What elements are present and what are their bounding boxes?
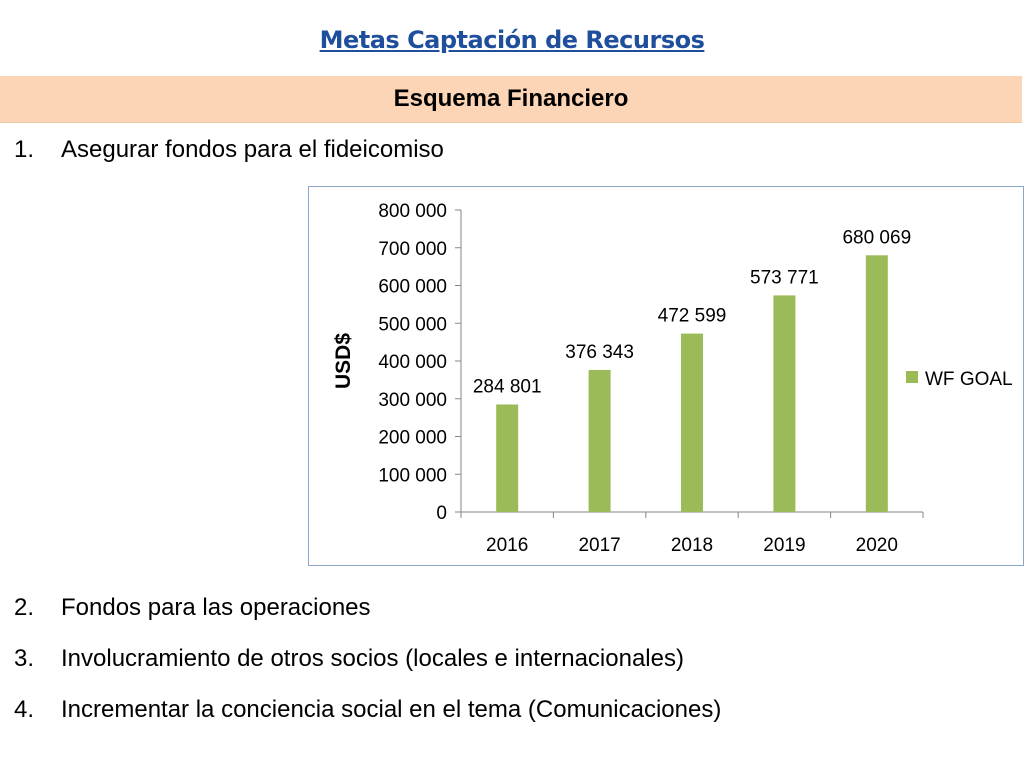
list-item-3: 3. Involucramiento de otros socios (local… bbox=[14, 645, 684, 673]
x-tick-label: 2018 bbox=[671, 535, 713, 556]
list-number: 2. bbox=[14, 594, 35, 621]
page-title: Metas Captación de Recursos bbox=[319, 26, 705, 54]
y-tick-label: 0 bbox=[436, 503, 447, 524]
x-tick-label: 2019 bbox=[763, 535, 805, 556]
list-item-2: 2. Fondos para las operaciones bbox=[14, 594, 371, 622]
data-label: 573 771 bbox=[750, 267, 819, 288]
list-text: Asegurar fondos para el fideicomiso bbox=[61, 136, 444, 163]
y-tick-label: 600 000 bbox=[378, 277, 447, 298]
bar-chart: 0 100 000 200 000 300 000 400 000 500 000 600 … bbox=[308, 186, 1024, 566]
bar bbox=[865, 255, 888, 512]
bar bbox=[496, 404, 519, 512]
bar bbox=[681, 333, 703, 512]
data-label: 680 069 bbox=[842, 227, 911, 248]
list-item-4: 4. Incrementar la conciencia social en el… bbox=[14, 696, 721, 724]
legend-label: WF GOAL bbox=[925, 369, 1013, 390]
y-tick-label: 100 000 bbox=[378, 465, 447, 486]
x-tick-label: 2020 bbox=[856, 535, 898, 556]
list-number: 3. bbox=[14, 645, 35, 672]
data-label: 284 801 bbox=[473, 376, 542, 397]
x-tick-label: 2016 bbox=[486, 535, 528, 556]
y-tick-label: 800 000 bbox=[378, 201, 447, 222]
list-number: 4. bbox=[14, 696, 35, 723]
list-text: Incrementar la conciencia social en el t… bbox=[61, 696, 722, 723]
list-text: Involucramiento de otros socios (locales… bbox=[61, 645, 684, 672]
y-tick-label: 500 000 bbox=[378, 314, 447, 335]
list-number: 1. bbox=[14, 136, 35, 163]
y-tick-label: 300 000 bbox=[378, 390, 447, 411]
data-label: 472 599 bbox=[658, 306, 727, 327]
legend-swatch bbox=[906, 371, 918, 383]
y-axis-title: USD$ bbox=[332, 333, 355, 389]
list-text: Fondos para las operaciones bbox=[61, 594, 371, 621]
y-tick-label: 700 000 bbox=[378, 239, 447, 260]
bar bbox=[588, 369, 611, 512]
y-tick-label: 400 000 bbox=[378, 352, 447, 373]
y-tick-label: 200 000 bbox=[378, 428, 447, 449]
bar bbox=[773, 295, 796, 512]
section-header: Esquema Financiero bbox=[0, 76, 1022, 123]
x-tick-label: 2017 bbox=[578, 535, 620, 556]
list-item-1: 1. Asegurar fondos para el fideicomiso bbox=[14, 136, 444, 164]
data-label: 376 343 bbox=[565, 342, 634, 363]
chart-canvas: 0 100 000 200 000 300 000 400 000 500 000 600 … bbox=[332, 201, 1013, 556]
